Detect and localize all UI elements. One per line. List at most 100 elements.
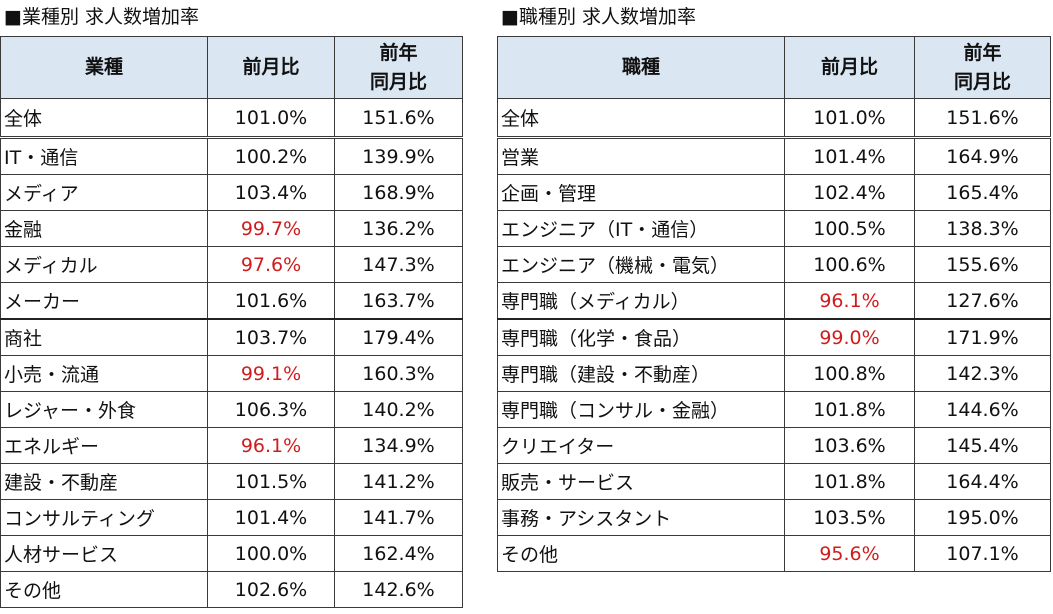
industry-table-title: ■業種別 求人数増加率 xyxy=(4,6,199,28)
table-row: エネルギー 96.1% 134.9% xyxy=(0,427,463,464)
yoy-cell: 171.9% xyxy=(914,318,1051,356)
mom-cell: 100.0% xyxy=(207,535,335,572)
row-name-cell: 商社 xyxy=(0,318,208,356)
header-yoy-line1: 前年 xyxy=(963,41,1002,64)
yoy-cell: 151.6% xyxy=(334,98,463,139)
mom-cell: 103.4% xyxy=(207,174,335,211)
row-name-cell: 事務・アシスタント xyxy=(497,499,785,536)
header-industry: 業種 xyxy=(0,36,208,99)
mom-cell: 101.0% xyxy=(784,98,915,139)
table-row: 営業 101.4% 164.9% xyxy=(497,137,1051,175)
table-row: その他 102.6% 142.6% xyxy=(0,571,463,608)
yoy-cell: 140.2% xyxy=(334,391,463,428)
mom-cell: 101.8% xyxy=(784,391,915,428)
mom-cell: 100.2% xyxy=(207,137,335,175)
row-name-cell: メディカル xyxy=(0,246,208,283)
yoy-cell: 151.6% xyxy=(914,98,1051,139)
row-name-cell: 専門職（コンサル・金融） xyxy=(497,391,785,428)
total-row: 全体 101.0% 151.6% xyxy=(497,98,1051,139)
table-row: メディカル 97.6% 147.3% xyxy=(0,246,463,283)
yoy-cell: 142.6% xyxy=(334,571,463,608)
occupation-table-header: 職種 前月比 前年 同月比 xyxy=(497,36,1051,99)
mom-cell: 97.6% xyxy=(207,246,335,283)
header-occupation: 職種 xyxy=(497,36,785,99)
industry-table-header: 業種 前月比 前年同月比 xyxy=(0,36,463,99)
mom-cell: 101.5% xyxy=(207,463,335,500)
row-name-cell: メディア xyxy=(0,174,208,211)
row-name-cell: その他 xyxy=(497,535,785,572)
mom-cell: 102.6% xyxy=(207,571,335,608)
mom-cell: 96.1% xyxy=(207,427,335,464)
table-row: 人材サービス 100.0% 162.4% xyxy=(0,535,463,572)
header-yoy-line2: 同月比 xyxy=(369,70,427,93)
table-row: メーカー 101.6% 163.7% xyxy=(0,282,463,320)
yoy-cell: 179.4% xyxy=(334,318,463,356)
row-name-cell: 全体 xyxy=(497,98,785,139)
occupation-table: 職種 前月比 前年 同月比 全体 101.0% 151.6% 営業 101.4% 164.9… xyxy=(497,36,1051,572)
yoy-cell: 142.3% xyxy=(914,355,1051,392)
yoy-cell: 155.6% xyxy=(914,246,1051,283)
row-name-cell: エネルギー xyxy=(0,427,208,464)
header-yoy: 前年 同月比 xyxy=(334,36,463,99)
row-name-cell: クリエイター xyxy=(497,427,785,464)
mom-cell: 106.3% xyxy=(207,391,335,428)
table-row: 専門職（コンサル・金融） 101.8% 144.6% xyxy=(497,391,1051,428)
mom-cell: 101.0% xyxy=(207,98,335,139)
header-yoy: 前年 同月比 xyxy=(914,36,1051,99)
mom-cell: 103.7% xyxy=(207,318,335,356)
yoy-cell: 107.1% xyxy=(914,535,1051,572)
yoy-cell: 145.4% xyxy=(914,427,1051,464)
yoy-cell: 141.7% xyxy=(334,499,463,536)
row-name-cell: コンサルティング xyxy=(0,499,208,536)
yoy-cell: 168.9% xyxy=(334,174,463,211)
industry-panel: ■業種別 求人数増加率 業種 前月比 前年 同月比 全体 101.0% 151.6% I… xyxy=(0,0,463,608)
row-name-cell: IT・通信 xyxy=(0,137,208,175)
table-row: レジャー・外食 106.3% 140.2% xyxy=(0,391,463,428)
table-row: エンジニア（機械・電気） 100.6% 155.6% xyxy=(497,246,1051,283)
table-row: クリエイター 103.6% 145.4% xyxy=(497,427,1051,464)
yoy-cell: 163.7% xyxy=(334,282,463,320)
header-mom: 前月比 xyxy=(207,36,335,99)
row-name-cell: 企画・管理 xyxy=(497,174,785,211)
mom-cell: 101.6% xyxy=(207,282,335,320)
row-name-cell: 営業 xyxy=(497,137,785,175)
table-row: その他 95.6% 107.1% xyxy=(497,535,1051,572)
mom-cell: 100.8% xyxy=(784,355,915,392)
row-name-cell: 小売・流通 xyxy=(0,355,208,392)
mom-cell: 99.1% xyxy=(207,355,335,392)
mom-cell: 101.4% xyxy=(207,499,335,536)
table-row: 小売・流通 99.1% 160.3% xyxy=(0,355,463,392)
yoy-cell: 144.6% xyxy=(914,391,1051,428)
yoy-cell: 164.4% xyxy=(914,463,1051,500)
row-name-cell: 専門職（メディカル） xyxy=(497,282,785,320)
row-name-cell: エンジニア（IT・通信） xyxy=(497,210,785,247)
yoy-cell: 160.3% xyxy=(334,355,463,392)
table-row: 事務・アシスタント 103.5% 195.0% xyxy=(497,499,1051,536)
yoy-cell: 136.2% xyxy=(334,210,463,247)
row-name-cell: 金融 xyxy=(0,210,208,247)
mom-cell: 103.5% xyxy=(784,499,915,536)
table-row: 専門職（メディカル） 96.1% 127.6% xyxy=(497,282,1051,320)
mom-cell: 100.5% xyxy=(784,210,915,247)
table-row: 建設・不動産 101.5% 141.2% xyxy=(0,463,463,500)
header-yoy-line2: 同月比 xyxy=(953,70,1011,93)
row-name-cell: 販売・サービス xyxy=(497,463,785,500)
row-name-cell: 人材サービス xyxy=(0,535,208,572)
row-name-cell: 専門職（化学・食品） xyxy=(497,318,785,356)
yoy-cell: 127.6% xyxy=(914,282,1051,320)
mom-cell: 99.7% xyxy=(207,210,335,247)
row-name-cell: その他 xyxy=(0,571,208,608)
yoy-cell: 141.2% xyxy=(334,463,463,500)
yoy-cell: 195.0% xyxy=(914,499,1051,536)
yoy-cell: 165.4% xyxy=(914,174,1051,211)
mom-cell: 96.1% xyxy=(784,282,915,320)
mom-cell: 99.0% xyxy=(784,318,915,356)
mom-cell: 101.8% xyxy=(784,463,915,500)
row-name-cell: メーカー xyxy=(0,282,208,320)
yoy-cell: 139.9% xyxy=(334,137,463,175)
table-row: IT・通信 100.2% 139.9% xyxy=(0,137,463,175)
industry-table: 業種 前月比 前年 同月比 全体 101.0% 151.6% IT・通信 100.2% 13… xyxy=(0,36,463,608)
table-row: コンサルティング 101.4% 141.7% xyxy=(0,499,463,536)
header-yoy-line1: 前年 xyxy=(379,41,418,64)
yoy-cell: 164.9% xyxy=(914,137,1051,175)
